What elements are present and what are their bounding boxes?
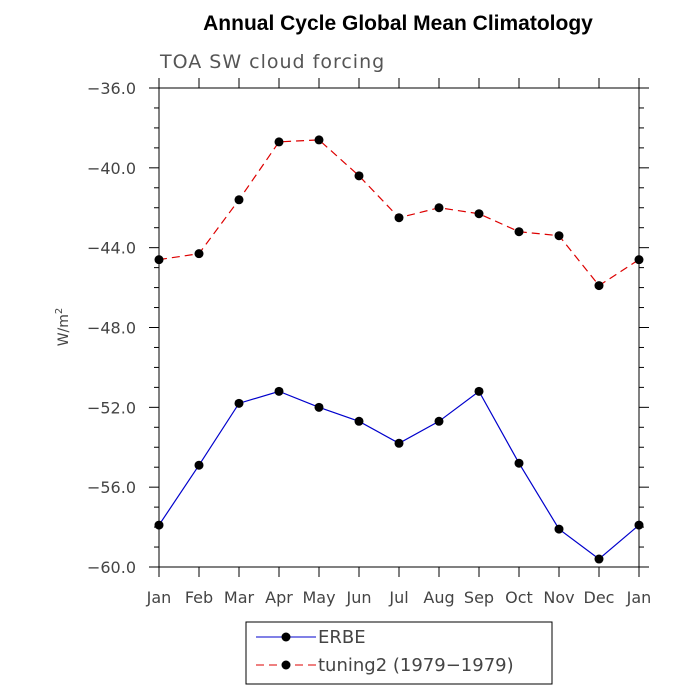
- data-point: [234, 195, 244, 205]
- data-point: [234, 398, 244, 408]
- data-point: [634, 255, 644, 265]
- data-point: [394, 438, 404, 448]
- data-point: [314, 135, 324, 145]
- x-tick-labels: Jan Feb Mar Apr May Jun Jul Aug Sep Oct Nov Dec Jan: [146, 588, 652, 607]
- legend-label-tuning2: tuning2 (1979−1979): [318, 655, 514, 676]
- y-axis-label-text: W/m: [56, 314, 72, 346]
- y-tick-label: −36.0: [87, 79, 136, 98]
- x-tick-label: Oct: [505, 588, 533, 607]
- y-tick-label: −40.0: [87, 159, 136, 178]
- data-point: [514, 227, 524, 237]
- data-point: [194, 460, 204, 470]
- y-tick-label: −60.0: [87, 558, 136, 577]
- x-tick-label: Jan: [626, 588, 652, 607]
- series-line-0: [158, 390, 640, 560]
- y-axis-label-superscript: 2: [54, 308, 65, 314]
- data-point: [154, 520, 164, 530]
- data-point: [434, 416, 444, 426]
- x-tick-label: May: [302, 588, 335, 607]
- y-tick-labels: −36.0 −40.0 −44.0 −48.0 −52.0 −56.0 −60.0: [87, 79, 136, 577]
- data-point: [434, 203, 444, 213]
- axis-ticks: [149, 78, 649, 577]
- data-point: [354, 416, 364, 426]
- data-point: [554, 231, 564, 241]
- y-tick-label: −52.0: [87, 398, 136, 417]
- data-point: [474, 209, 484, 219]
- data-point: [314, 402, 324, 412]
- data-point: [274, 386, 284, 396]
- legend-marker-tuning2: [281, 660, 291, 670]
- legend-label-erbe: ERBE: [318, 627, 366, 648]
- chart-subtitle: TOA SW cloud forcing: [159, 51, 385, 73]
- legend-marker-erbe: [281, 632, 291, 642]
- data-point: [594, 281, 604, 291]
- data-point: [194, 249, 204, 259]
- legend-box: [245, 621, 553, 685]
- x-tick-label: Apr: [265, 588, 293, 607]
- chart-title: Annual Cycle Global Mean Climatology: [203, 12, 593, 35]
- x-tick-label: Feb: [185, 588, 213, 607]
- data-point: [554, 524, 564, 534]
- x-tick-label: Jan: [146, 588, 172, 607]
- series-line-1: [158, 139, 640, 287]
- x-tick-label: Dec: [584, 588, 615, 607]
- x-tick-label: Aug: [423, 588, 454, 607]
- data-point: [634, 520, 644, 530]
- data-point: [594, 554, 604, 564]
- data-point: [514, 458, 524, 468]
- data-point: [394, 213, 404, 223]
- legend: ERBE tuning2 (1979−1979): [245, 621, 553, 685]
- x-tick-label: Mar: [224, 588, 255, 607]
- data-point: [474, 386, 484, 396]
- y-tick-label: −44.0: [87, 239, 136, 258]
- y-tick-label: −48.0: [87, 319, 136, 338]
- data-point: [354, 171, 364, 181]
- data-point: [154, 255, 164, 265]
- data-point: [274, 137, 284, 147]
- y-tick-label: −56.0: [87, 478, 136, 497]
- x-tick-label: Jul: [388, 588, 408, 607]
- x-tick-label: Jun: [346, 588, 372, 607]
- x-tick-label: Nov: [543, 588, 574, 607]
- series-layer: [154, 135, 644, 564]
- y-axis-label: W/m2: [54, 308, 72, 347]
- plot-frame: [158, 87, 640, 568]
- x-tick-label: Sep: [464, 588, 494, 607]
